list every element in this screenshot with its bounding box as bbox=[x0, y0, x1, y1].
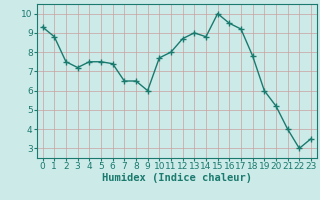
X-axis label: Humidex (Indice chaleur): Humidex (Indice chaleur) bbox=[102, 173, 252, 183]
